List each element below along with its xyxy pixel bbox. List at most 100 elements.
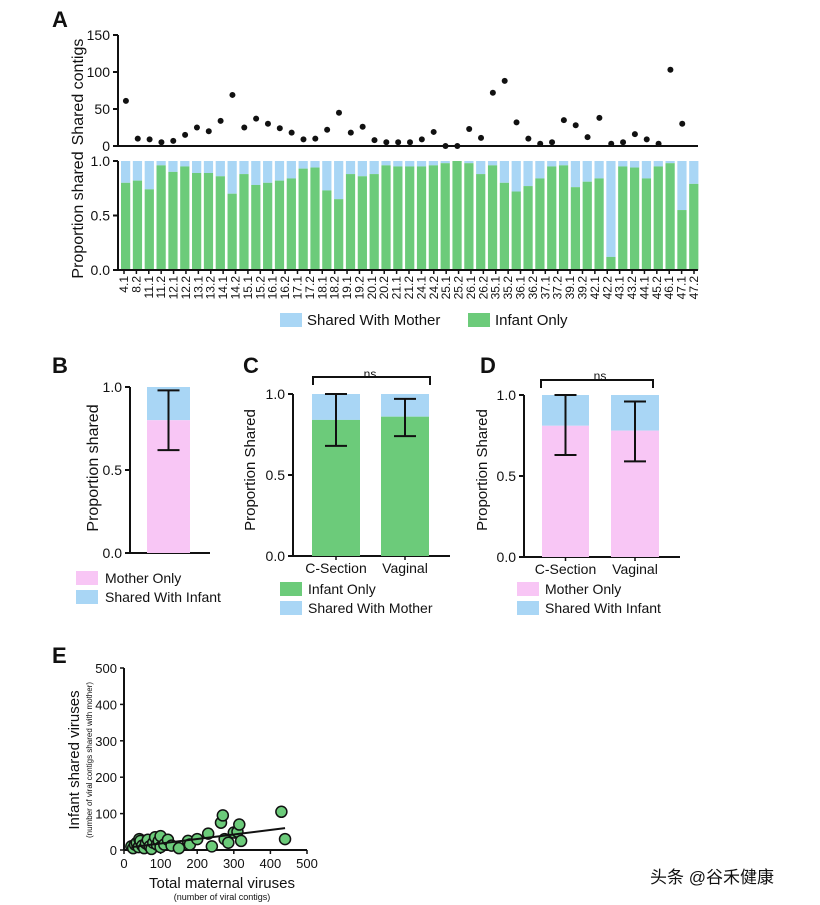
c-legend-swatch-infant-only [280, 582, 302, 596]
a-bar-shared-with-mother [322, 161, 332, 191]
a-bar-shared-with-mother [156, 161, 166, 166]
e-xlabel-sub: (number of viral contigs) [174, 892, 271, 902]
a-x-tick-label: 26.2 [476, 276, 490, 300]
d-y-tick-label: 0.5 [497, 468, 517, 484]
a-top-point [430, 128, 437, 135]
a-bar-infant-only [570, 187, 581, 270]
a-bar-shared-with-mother [416, 161, 427, 167]
a-bar-infant-only [203, 172, 214, 270]
a-bar-shared-with-mother [132, 161, 143, 181]
panel-e-scatter: Infant shared viruses (number of viral c… [66, 661, 318, 902]
a-bar-shared-with-mother [357, 161, 367, 177]
a-bar-shared-with-mother [618, 161, 628, 167]
e-x-tick-label: 100 [150, 856, 172, 871]
a-top-point [442, 143, 449, 149]
e-y-tick-label: 300 [95, 734, 117, 749]
a-bar-infant-only [168, 171, 178, 270]
e-x-tick-label: 400 [260, 856, 282, 871]
a-x-tick-label: 39.2 [575, 276, 589, 300]
a-top-point [620, 139, 627, 146]
b-legend-swatch-mother-only [76, 571, 98, 585]
panel-b-chart: Proportion shared Mother Only Shared Wit… [76, 379, 221, 605]
a-bar-infant-only [310, 167, 320, 270]
a-bar-infant-only [239, 174, 249, 270]
a-top-point [229, 91, 236, 98]
a-bar-shared-with-mother [487, 161, 498, 166]
a-bar-shared-with-mother [251, 161, 261, 185]
a-bar-shared-with-mother [428, 161, 438, 166]
a-top-point [134, 135, 141, 142]
a-bar-infant-only [452, 161, 462, 270]
c-x-tick-label: C-Section [305, 560, 366, 576]
a-bars-y-tick-label: 0.0 [91, 262, 111, 278]
a-bar-shared-with-mother [535, 161, 545, 179]
d-x-tick-label: C-Section [535, 561, 596, 577]
a-bar-shared-with-mother [215, 161, 225, 177]
a-top-point [525, 135, 532, 142]
a-bar-shared-with-mother [511, 161, 521, 192]
c-ylabel: Proportion Shared [242, 409, 259, 531]
a-bar-shared-with-mother [144, 161, 154, 190]
a-bar-shared-with-mother [310, 161, 320, 168]
a-top-point [501, 77, 508, 84]
a-bar-shared-with-mother [168, 161, 178, 172]
a-bar-infant-only [180, 166, 190, 270]
d-legend-swatch-mother-only [517, 582, 539, 596]
a-bar-infant-only [405, 166, 415, 270]
a-bar-shared-with-mother [334, 161, 344, 200]
a-bar-infant-only [464, 163, 474, 270]
a-bar-shared-with-mother [558, 161, 569, 166]
a-bar-infant-only [535, 178, 545, 270]
c-legend-infant-only: Infant Only [308, 581, 376, 597]
a-x-tick-label: 20.2 [377, 276, 391, 300]
a-x-tick-label: 15.1 [241, 276, 255, 300]
a-bar-infant-only [192, 172, 202, 270]
e-ylabel-sub: (number of viral contigs shared with mot… [85, 682, 94, 838]
a-bar-infant-only [251, 184, 261, 270]
a-x-tick-label: 25.2 [452, 276, 466, 300]
a-top-point [407, 139, 413, 146]
a-x-tick-label: 18.1 [315, 276, 329, 300]
a-top-point [478, 134, 485, 141]
e-point [172, 841, 186, 855]
a-bar-infant-only [582, 181, 592, 270]
a-bar-infant-only [263, 182, 273, 270]
a-x-tick-label: 17.1 [290, 276, 304, 300]
a-x-tick-label: 14.1 [216, 276, 230, 300]
a-bar-shared-with-mother [440, 161, 450, 164]
a-top-point [146, 136, 153, 143]
a-top-point [466, 125, 473, 132]
a-bar-infant-only [121, 182, 131, 270]
panel-label-c: C [243, 353, 259, 378]
a-bar-shared-with-mother [239, 161, 249, 175]
a-bar-infant-only [369, 174, 379, 270]
d-significance-bracket [540, 379, 654, 388]
a-x-tick-label: 43.2 [625, 276, 639, 300]
a-x-tick-label: 11.1 [142, 276, 156, 299]
e-point [278, 832, 292, 846]
d-x-tick-label: Vaginal [612, 561, 658, 577]
a-top-point [276, 125, 283, 132]
a-top-point [264, 120, 271, 127]
a-x-tick-label: 8.2 [129, 276, 143, 293]
a-top-point [667, 66, 674, 73]
panel-label-b: B [52, 353, 68, 378]
a-x-tick-label: 37.1 [538, 276, 552, 300]
a-bar-shared-with-mother [274, 161, 285, 181]
a-x-tick-label: 35.2 [501, 276, 515, 300]
a-x-tick-label: 13.2 [204, 276, 218, 300]
a-x-tick-label: 17.2 [303, 276, 317, 300]
e-x-tick-label: 200 [186, 856, 208, 871]
a-top-point [454, 143, 461, 149]
a-x-tick-label: 36.1 [514, 276, 528, 300]
a-top-point [631, 131, 638, 138]
a-x-tick-label: 47.2 [687, 276, 701, 300]
a-top-point [359, 123, 366, 130]
c-y-tick-label: 0.5 [266, 467, 286, 483]
a-x-tick-label: 37.2 [551, 276, 565, 300]
a-bars-y-tick-label: 0.5 [91, 208, 111, 224]
a-top-point [537, 140, 544, 147]
a-bar-shared-with-mother [641, 161, 652, 179]
e-point [205, 840, 219, 853]
